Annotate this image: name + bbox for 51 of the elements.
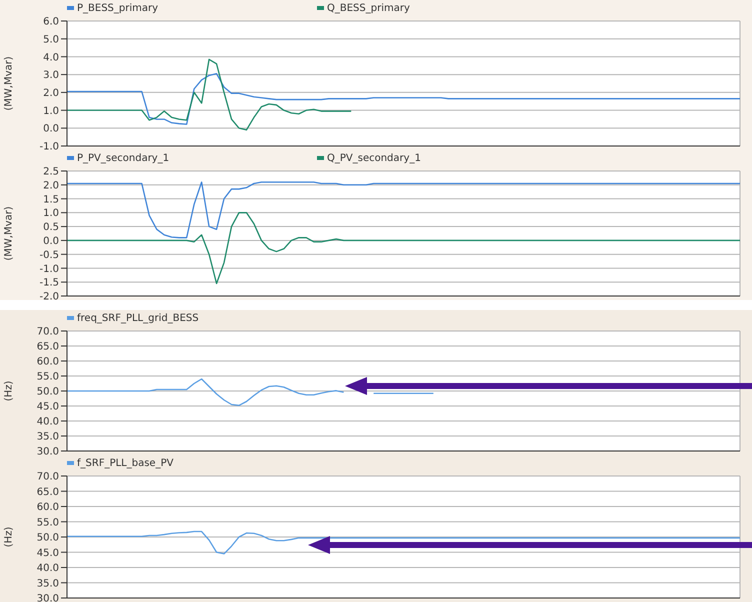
y-tick-label: -1.5 [39, 278, 59, 289]
y-tick-label: -1.0 [39, 142, 59, 153]
line-series [66, 212, 741, 284]
y-tick-label: -0.5 [39, 250, 59, 261]
legend-label: freq_SRF_PLL_grid_BESS [77, 312, 199, 324]
y-tick-label: 65.0 [36, 342, 59, 353]
y-tick-label: 70.0 [36, 472, 59, 483]
y-tick-label: 0.5 [43, 222, 59, 234]
legend-label: f_SRF_PLL_base_PV [77, 458, 174, 468]
y-tick-label: 6.0 [43, 16, 59, 28]
y-axis-title: (MW,Mvar) [4, 56, 15, 111]
y-tick-label: 45.0 [36, 402, 59, 413]
y-tick-label: 4.0 [43, 52, 59, 64]
y-tick-label: -1.0 [39, 264, 59, 275]
y-tick-label: 1.0 [43, 106, 59, 117]
line-series [66, 181, 741, 238]
legend-label: Q_PV_secondary_1 [327, 152, 421, 164]
y-tick-label: -2.0 [39, 292, 59, 303]
line-series [66, 530, 741, 554]
y-tick-label: 50.0 [36, 532, 59, 544]
y-tick-label: 55.0 [36, 372, 59, 383]
y-tick-label: 2.0 [43, 180, 59, 192]
y-axis-title: (MW,Mvar) [4, 206, 15, 261]
y-tick-label: 1.0 [43, 208, 59, 220]
y-tick-label: 70.0 [36, 326, 59, 338]
legend-label: P_BESS_primary [77, 2, 158, 14]
y-axis-title: (Hz) [4, 526, 15, 548]
y-tick-label: 35.0 [36, 432, 59, 443]
y-axis-title: (Hz) [4, 380, 15, 402]
legend-label: Q_BESS_primary [327, 2, 410, 14]
y-tick-label: 40.0 [36, 416, 59, 428]
y-tick-label: 2.5 [43, 166, 59, 178]
line-series [66, 58, 352, 131]
y-tick-label: 1.5 [43, 194, 59, 206]
y-tick-label: 30.0 [36, 446, 59, 458]
y-tick-label: 30.0 [36, 594, 59, 602]
y-tick-label: 60.0 [36, 356, 59, 368]
y-tick-label: 40.0 [36, 563, 59, 574]
y-tick-label: 65.0 [36, 486, 59, 498]
y-tick-label: 60.0 [36, 502, 59, 514]
y-tick-label: 55.0 [36, 517, 59, 528]
y-tick-label: 35.0 [36, 578, 59, 590]
y-tick-label: 2.0 [43, 88, 59, 99]
legend-label: P_PV_secondary_1 [77, 152, 170, 164]
y-tick-label: 0.0 [43, 236, 59, 247]
y-tick-label: 0.0 [43, 124, 59, 135]
y-tick-label: 3.0 [43, 70, 59, 82]
line-series [66, 73, 741, 125]
y-tick-label: 45.0 [36, 548, 59, 559]
y-tick-label: 50.0 [36, 386, 59, 398]
y-tick-label: 5.0 [43, 34, 59, 46]
